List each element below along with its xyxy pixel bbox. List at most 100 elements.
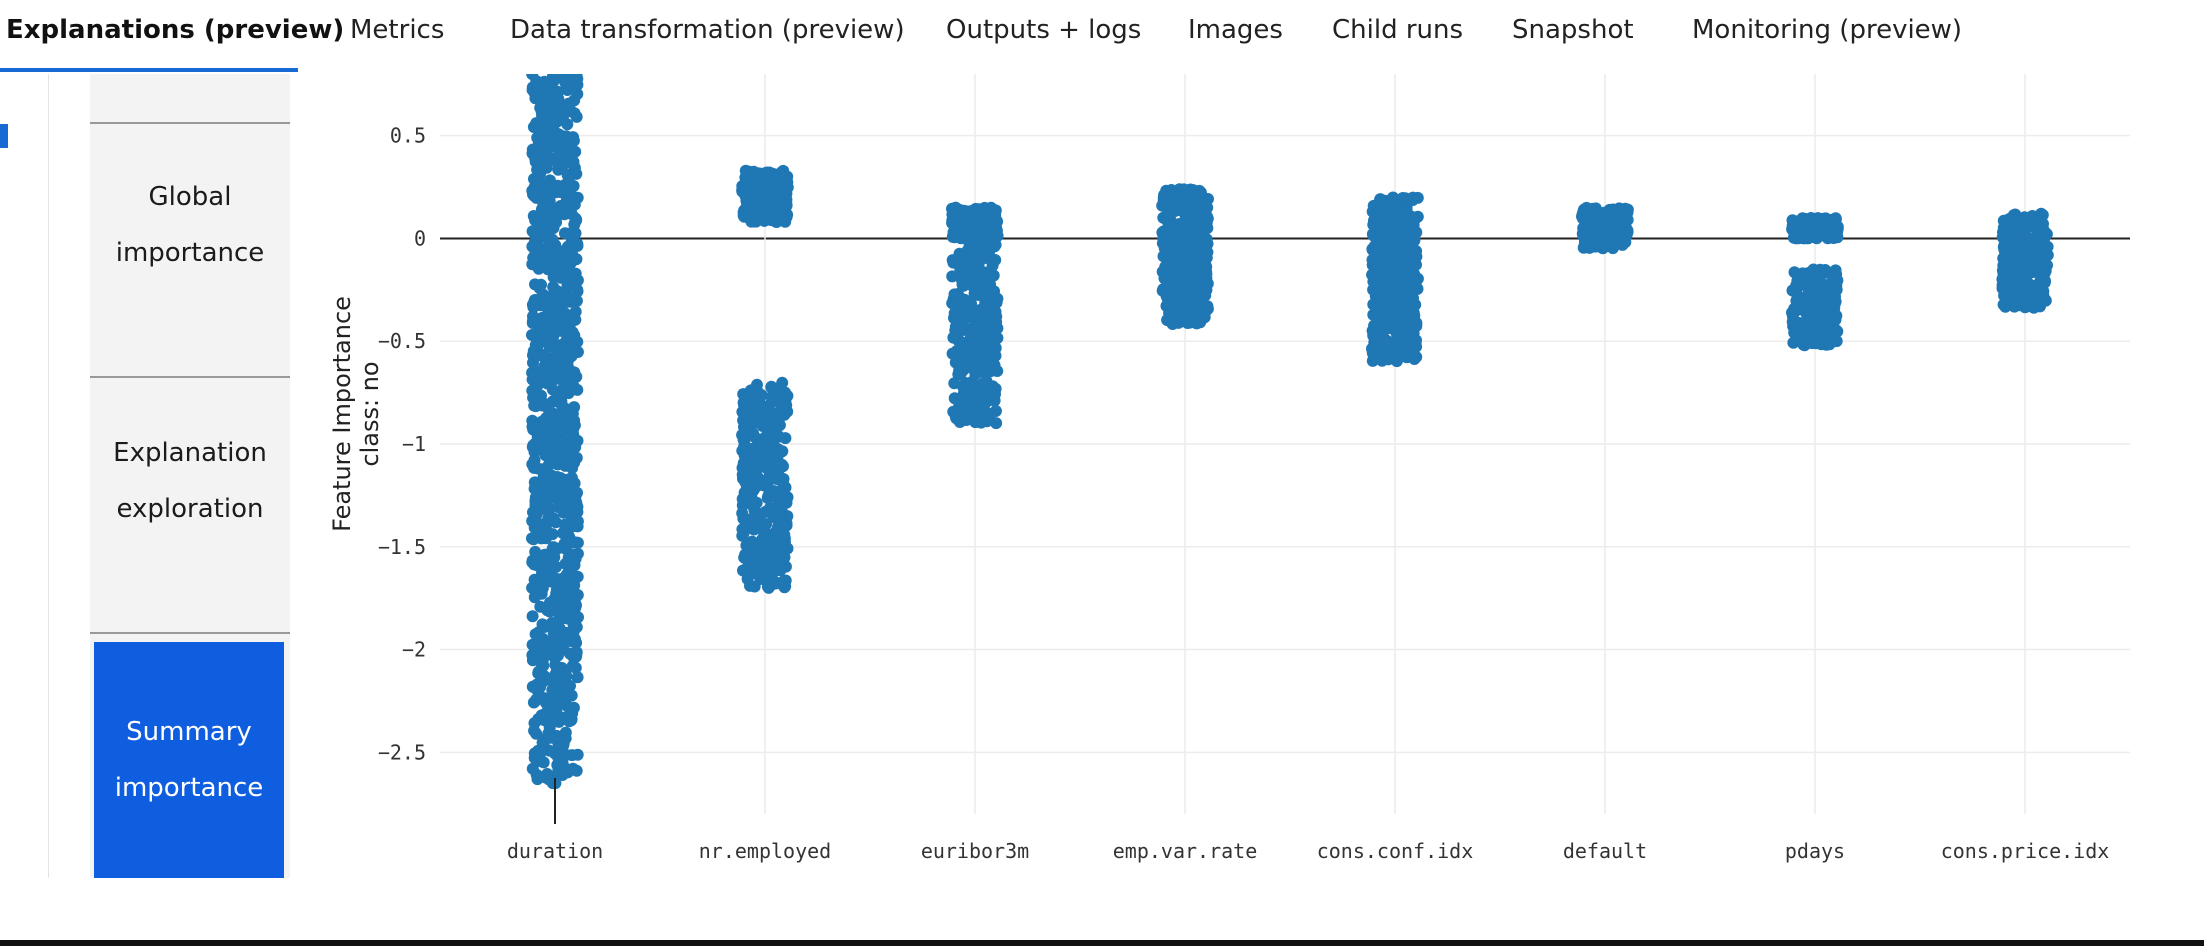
data-point — [2009, 251, 2022, 264]
tab-explanations[interactable]: Explanations (preview) — [6, 15, 345, 45]
data-point — [568, 218, 581, 231]
data-point — [1792, 232, 1805, 245]
data-point — [772, 420, 785, 433]
data-point — [954, 232, 967, 245]
data-point — [990, 310, 1003, 323]
data-point — [1394, 319, 1407, 332]
data-point — [958, 402, 971, 415]
data-point — [558, 573, 571, 586]
data-point — [1385, 290, 1398, 303]
data-point — [2015, 237, 2028, 250]
side-nav-summary-importance[interactable]: Summary importance — [94, 642, 284, 878]
data-point — [753, 564, 766, 576]
data-point — [2026, 238, 2039, 251]
tab-metrics[interactable]: Metrics — [350, 15, 445, 45]
data-point — [2025, 212, 2038, 224]
explanation-side-nav: Global importance Explanation exploratio… — [90, 74, 290, 878]
data-point — [968, 404, 981, 417]
data-point — [1605, 204, 1618, 217]
data-point — [562, 174, 575, 187]
data-point — [1367, 275, 1380, 288]
data-point — [773, 168, 786, 180]
data-point — [535, 203, 548, 216]
data-point — [570, 646, 583, 659]
data-point — [953, 359, 966, 372]
data-point — [532, 176, 545, 189]
data-point — [975, 248, 988, 261]
tab-monitoring[interactable]: Monitoring (preview) — [1692, 15, 1963, 45]
data-point — [528, 639, 541, 652]
tab-images[interactable]: Images — [1188, 15, 1283, 45]
data-point — [556, 500, 569, 513]
data-point — [1807, 263, 1820, 276]
data-point — [571, 274, 584, 287]
data-point — [1189, 255, 1202, 268]
data-point — [556, 432, 568, 445]
data-point — [749, 463, 762, 476]
data-point — [562, 97, 575, 110]
bottom-scrollbar[interactable] — [0, 940, 2204, 946]
data-point — [774, 381, 787, 394]
data-point — [987, 216, 1000, 229]
data-point — [765, 472, 778, 484]
data-point — [567, 762, 579, 775]
data-point — [1401, 209, 1414, 222]
data-point — [559, 726, 572, 739]
data-point — [1400, 242, 1413, 255]
data-point — [529, 214, 542, 227]
data-point — [537, 78, 550, 91]
data-point — [1402, 267, 1415, 280]
data-point — [570, 599, 582, 612]
data-point — [566, 498, 579, 511]
data-point — [526, 225, 539, 238]
data-point — [770, 216, 783, 228]
data-point — [548, 647, 561, 660]
data-point — [986, 386, 999, 399]
data-point — [948, 312, 960, 324]
data-point — [1373, 230, 1386, 243]
tab-data-transformation[interactable]: Data transformation (preview) — [510, 15, 905, 45]
data-point — [1829, 325, 1841, 338]
data-point — [540, 695, 553, 707]
data-point — [567, 134, 580, 147]
tab-snapshot[interactable]: Snapshot — [1512, 15, 1634, 45]
expand-panel-icon[interactable] — [0, 124, 8, 148]
x-tick-label: duration — [507, 839, 603, 863]
side-nav-global-importance[interactable]: Global importance — [90, 130, 290, 320]
data-point — [736, 523, 749, 536]
data-point — [544, 360, 557, 373]
tab-outputs-logs[interactable]: Outputs + logs — [946, 15, 1142, 45]
data-point — [964, 211, 977, 224]
data-point — [766, 408, 779, 421]
data-point — [532, 665, 545, 678]
data-point — [1616, 215, 1629, 228]
data-point — [553, 305, 566, 318]
data-point — [738, 405, 751, 418]
data-point — [1390, 279, 1403, 292]
tab-child-runs[interactable]: Child runs — [1332, 15, 1464, 45]
side-nav-explanation-exploration[interactable]: Explanation exploration — [90, 386, 290, 576]
data-point — [757, 400, 770, 413]
data-point — [1199, 286, 1212, 299]
data-point — [571, 285, 584, 298]
data-point — [558, 518, 571, 531]
data-point — [545, 134, 558, 147]
data-point — [1614, 204, 1627, 216]
data-point — [947, 331, 960, 344]
data-point — [986, 352, 999, 365]
data-point — [568, 107, 581, 120]
data-point — [526, 258, 539, 271]
data-point — [555, 344, 568, 357]
data-point — [1382, 353, 1395, 366]
data-point — [1396, 192, 1409, 204]
data-point — [566, 555, 579, 568]
data-point — [1576, 207, 1589, 220]
side-nav-item-label: Global importance — [115, 182, 265, 268]
data-point — [531, 349, 544, 362]
data-point — [1171, 313, 1184, 325]
data-point — [979, 405, 992, 418]
data-point — [762, 418, 775, 431]
tab-bar: Explanations (preview) Metrics Data tran… — [0, 0, 2204, 74]
data-point — [556, 317, 569, 330]
data-point — [540, 419, 552, 432]
